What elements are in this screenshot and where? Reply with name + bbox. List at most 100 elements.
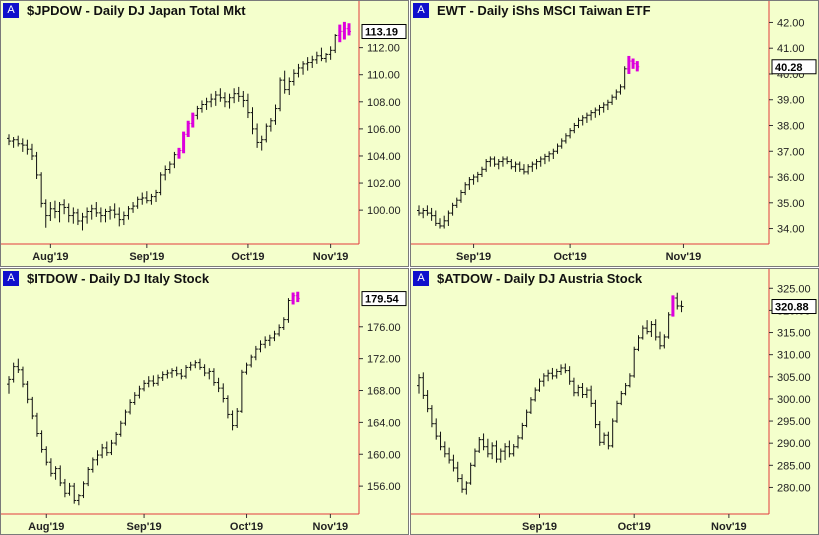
x-tick-label: Oct'19 [230, 521, 263, 533]
ohlc-bar [471, 174, 476, 185]
ohlc-bar [135, 196, 140, 209]
ohlc-bar [144, 191, 149, 204]
ohlc-bar [121, 211, 126, 226]
chart-badge[interactable]: A [3, 271, 19, 286]
last-value-box [771, 59, 817, 75]
ohlc-bar [137, 385, 142, 399]
ohlc-bar [222, 92, 227, 108]
ohlc-bar [264, 123, 269, 143]
y-tick-label: 164.00 [367, 417, 401, 429]
ohlc-bar [580, 382, 585, 399]
ohlc-bar [533, 387, 538, 402]
ohlc-bar [188, 361, 193, 371]
chart-badge[interactable]: A [3, 3, 19, 18]
ohlc-bar [301, 61, 306, 75]
ohlc-bar [509, 158, 514, 170]
x-tick-label: Sep'19 [129, 251, 164, 263]
ohlc-bar [39, 430, 44, 453]
ohlc-bar [128, 399, 133, 415]
ohlc-bar [20, 366, 25, 388]
ohlc-bar [253, 345, 258, 361]
chart-svg-itdow: 156.00 160.00 164.00 168.00 172.00 176.00 Aug'… [1, 269, 407, 533]
ohlc-bar [239, 369, 244, 413]
y-tick-label: 280.00 [777, 482, 811, 494]
ohlc-bar [662, 334, 667, 349]
panel-header: A EWT - Daily iShs MSCI Taiwan ETF [413, 3, 651, 18]
ohlc-bar [34, 412, 39, 437]
ohlc-bar [421, 372, 426, 399]
ohlc-bar [342, 21, 347, 40]
ohlc-bar [541, 373, 546, 387]
ohlc-bar [605, 99, 610, 111]
ohlc-bar [94, 202, 99, 217]
y-tick-label: 38.00 [777, 121, 805, 133]
ohlc-bar [183, 365, 188, 379]
ohlc-bar [291, 69, 296, 86]
ohlc-bar [199, 100, 204, 113]
ohlc-bar [310, 55, 315, 68]
ohlc-bar [498, 448, 503, 463]
chart-panel-atdow: 280.00 285.00 290.00 295.00 300.00 305.00 310.… [410, 268, 819, 535]
x-tick-label: Sep'19 [522, 521, 557, 533]
ohlc-bar [515, 435, 520, 449]
ohlc-bar [29, 143, 34, 161]
ohlc-bar [584, 387, 589, 399]
ohlc-bar [503, 443, 508, 461]
ohlc-bar [132, 392, 137, 405]
ohlc-bar [80, 212, 85, 231]
chart-title: EWT - Daily iShs MSCI Taiwan ETF [437, 3, 651, 18]
panel-header: A $JPDOW - Daily DJ Japan Total Mkt [3, 3, 246, 18]
ohlc-bar [658, 331, 663, 350]
ohlc-bar [277, 324, 282, 337]
ohlc-bar [610, 94, 615, 105]
ohlc-bar [463, 182, 468, 196]
panel-header: A $ATDOW - Daily DJ Austria Stock [413, 271, 642, 286]
ohlc-bar [44, 446, 49, 466]
ohlc-bar [666, 312, 671, 339]
ohlc-bar [282, 70, 287, 94]
ohlc-bar [589, 110, 594, 121]
ohlc-bar [245, 93, 250, 119]
ohlc-bar [319, 47, 324, 62]
y-tick-label: 305.00 [777, 372, 811, 384]
ohlc-bar [7, 134, 11, 146]
ohlc-bar [538, 156, 543, 167]
ohlc-bar [296, 63, 301, 78]
ohlc-bar [11, 137, 16, 148]
ohlc-bar [429, 405, 434, 428]
chart-badge[interactable]: A [413, 271, 429, 286]
ohlc-bar [593, 399, 598, 429]
y-tick-label: 34.00 [777, 224, 805, 236]
ohlc-bar [496, 158, 501, 170]
ohlc-bar [500, 156, 505, 167]
ohlc-bar [30, 396, 35, 420]
ohlc-bar [494, 440, 499, 463]
y-tick-label: 35.00 [777, 198, 805, 210]
ohlc-bar [520, 422, 525, 440]
ohlc-bar [464, 481, 469, 495]
ohlc-bar [204, 97, 209, 110]
ohlc-bar [554, 368, 559, 379]
ohlc-bar [186, 120, 191, 138]
ohlc-bar [241, 90, 246, 108]
ohlc-bar [160, 371, 165, 381]
y-tick-label: 42.00 [777, 17, 805, 29]
ohlc-bar [235, 408, 240, 428]
ohlc-bar [602, 432, 607, 445]
ohlc-bar [451, 454, 456, 472]
ohlc-bar [324, 53, 329, 63]
ohlc-bar [537, 378, 542, 392]
ohlc-bar [53, 466, 58, 480]
ohlc-bar [337, 24, 342, 43]
ohlc-bar [563, 133, 568, 144]
ohlc-bar [179, 369, 184, 380]
chart-badge[interactable]: A [413, 3, 429, 18]
ohlc-bar [98, 207, 103, 223]
x-tick-label: Nov'19 [313, 521, 349, 533]
ohlc-bar [72, 482, 77, 504]
x-tick-label: Oct'19 [231, 251, 264, 263]
ohlc-bar [103, 208, 108, 223]
ohlc-bar [614, 400, 619, 423]
ohlc-bar [273, 104, 278, 125]
ohlc-bar [442, 215, 447, 229]
